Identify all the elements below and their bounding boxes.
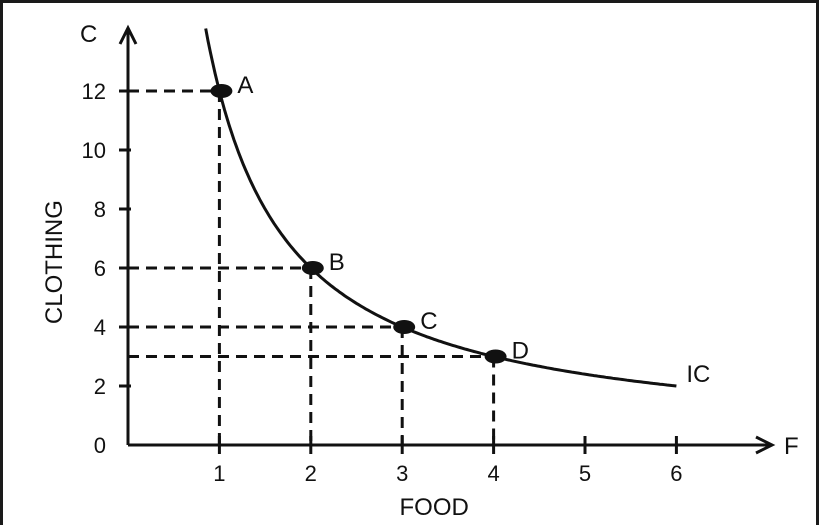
point-d: [484, 349, 507, 364]
y-tick-label: 12: [82, 79, 106, 104]
indifference-curve: [204, 28, 677, 388]
y-axis-title: CLOTHING: [41, 200, 68, 324]
x-tick-label: 3: [396, 461, 408, 486]
y-axis-arrow: [118, 24, 138, 45]
y-tick-label: 6: [94, 256, 106, 281]
point-c: [393, 320, 416, 334]
point-b: [301, 261, 324, 275]
point-label-d: D: [512, 338, 529, 365]
y-tick-label: 0: [94, 433, 106, 458]
curve-label: IC: [686, 361, 710, 388]
x-tick-label: 1: [213, 461, 225, 486]
x-tick-label: 5: [579, 461, 591, 486]
point-a: [210, 84, 233, 98]
point-label-a: A: [237, 72, 253, 99]
x-tick-label: 2: [305, 461, 317, 486]
point-label-b: B: [329, 249, 345, 276]
x-axis-arrow: [755, 435, 776, 455]
point-label-c: C: [420, 308, 437, 335]
y-axis-end-label: C: [80, 21, 97, 48]
x-tick-label: 4: [487, 461, 499, 486]
y-tick-label: 2: [94, 374, 106, 399]
x-axis-end-label: F: [784, 433, 799, 460]
y-tick-label: 8: [94, 197, 106, 222]
x-tick-label: 6: [670, 461, 682, 486]
y-tick-label: 10: [82, 138, 106, 163]
y-tick-label: 4: [94, 315, 106, 340]
x-axis-title: FOOD: [400, 494, 469, 521]
